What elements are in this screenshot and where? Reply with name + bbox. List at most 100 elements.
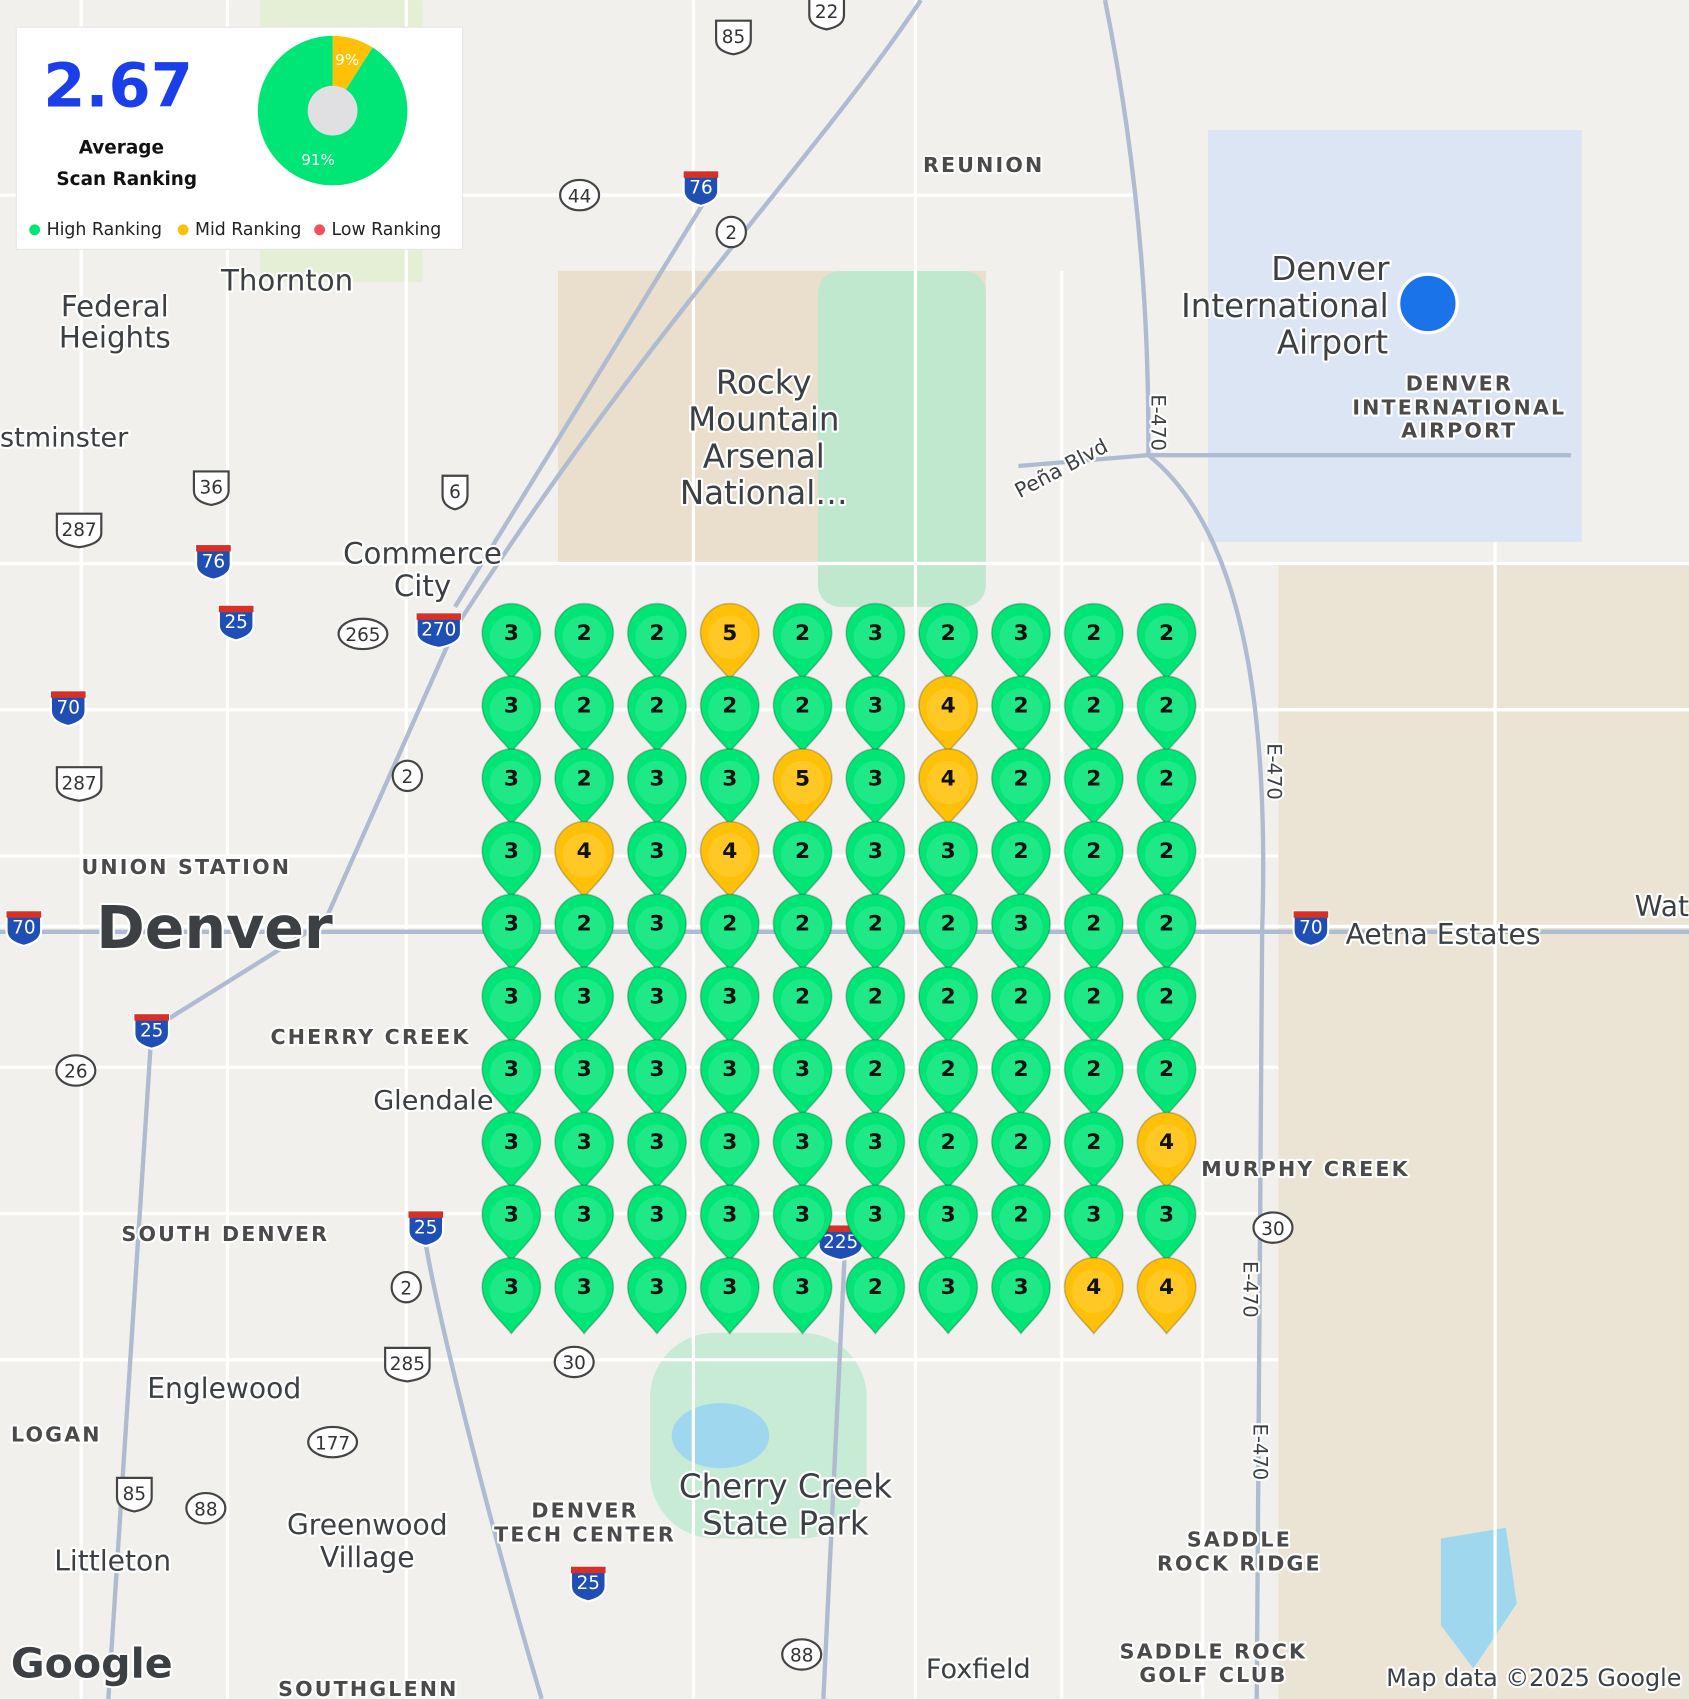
rank-pin bbox=[626, 966, 688, 1045]
place-label: Glendale bbox=[373, 1085, 493, 1116]
pin-label: 5 bbox=[722, 621, 737, 646]
pin-label: 3 bbox=[504, 1202, 519, 1227]
rank-pin bbox=[772, 1257, 833, 1336]
pin-label: 3 bbox=[504, 1057, 519, 1082]
us-shield bbox=[441, 474, 469, 511]
donut-chart: 9% 91% bbox=[257, 35, 408, 186]
pin-label: 3 bbox=[722, 1130, 737, 1155]
pin-inner bbox=[635, 833, 679, 877]
pin-label: 2 bbox=[1159, 621, 1174, 646]
rank-pin bbox=[554, 1184, 615, 1263]
us-shield bbox=[384, 1346, 431, 1383]
pin-label: 3 bbox=[868, 621, 883, 646]
rank-pin bbox=[554, 820, 615, 899]
rank-pin bbox=[1063, 1257, 1124, 1336]
pin-label: 2 bbox=[795, 912, 810, 937]
rank-pin bbox=[1136, 820, 1197, 899]
place-label: DENVER bbox=[1406, 372, 1513, 396]
pin-label: 3 bbox=[795, 1130, 810, 1155]
pin-inner bbox=[999, 978, 1043, 1023]
pin-inner bbox=[999, 1197, 1043, 1241]
pin-inner bbox=[780, 1197, 825, 1241]
shield-label: 70 bbox=[12, 918, 35, 939]
pin-label: 3 bbox=[941, 1202, 956, 1227]
rank-pin bbox=[772, 820, 833, 899]
pin-inner bbox=[708, 615, 752, 659]
pin-label: 3 bbox=[941, 839, 956, 864]
pin-label: 2 bbox=[868, 1275, 883, 1300]
rank-pin bbox=[918, 1111, 979, 1190]
rank-pin bbox=[990, 748, 1052, 827]
interstate-band bbox=[196, 545, 231, 552]
place-label: Arsenal bbox=[703, 437, 825, 475]
interstate-band bbox=[218, 605, 254, 613]
pin-inner bbox=[926, 978, 970, 1023]
place-label: Rocky bbox=[716, 364, 812, 402]
interstate-band bbox=[1293, 911, 1329, 918]
rank-pin bbox=[1136, 893, 1197, 972]
place-label: Greenwood bbox=[287, 1509, 448, 1542]
rank-pin bbox=[1063, 1111, 1124, 1190]
pin-label: 3 bbox=[795, 1202, 810, 1227]
interstate-band bbox=[50, 691, 86, 698]
shield-label: 2 bbox=[400, 1278, 412, 1299]
shield-label: 76 bbox=[202, 551, 225, 572]
rank-pin bbox=[990, 602, 1052, 681]
pin-label: 3 bbox=[504, 912, 519, 937]
rank-pin bbox=[626, 675, 688, 754]
pin-inner bbox=[853, 1124, 898, 1168]
pin-label: 2 bbox=[1013, 766, 1028, 791]
pin-label: 2 bbox=[577, 766, 592, 791]
pin-label: 3 bbox=[795, 1057, 810, 1082]
rank-pin bbox=[626, 820, 688, 899]
pin-label: 3 bbox=[1013, 912, 1028, 937]
rank-pin bbox=[481, 1184, 542, 1263]
shield-label: 85 bbox=[722, 27, 745, 48]
google-logo: Google bbox=[11, 1639, 173, 1687]
pin-label: 3 bbox=[504, 766, 519, 791]
pin-inner bbox=[780, 615, 825, 659]
rank-pin bbox=[699, 1111, 760, 1190]
pin-label: 2 bbox=[1086, 912, 1101, 937]
place-label: Heights bbox=[59, 321, 171, 355]
pin-inner bbox=[853, 615, 898, 659]
pin-inner bbox=[562, 978, 606, 1023]
rank-pin bbox=[990, 1184, 1052, 1263]
pin-label: 3 bbox=[504, 1275, 519, 1300]
pin-inner bbox=[1144, 833, 1189, 877]
rank-pin bbox=[481, 602, 542, 681]
rank-pin bbox=[990, 966, 1052, 1045]
pin-label: 3 bbox=[504, 1130, 519, 1155]
shield-label: 2 bbox=[401, 767, 413, 788]
pin-inner bbox=[999, 1269, 1043, 1314]
pin-inner bbox=[635, 688, 679, 732]
interstate-band bbox=[683, 171, 719, 178]
pin-label: 3 bbox=[649, 839, 664, 864]
rank-pin bbox=[845, 675, 906, 754]
rank-pin bbox=[481, 893, 542, 972]
pin-label: 3 bbox=[868, 1130, 883, 1155]
rank-pin bbox=[1063, 602, 1124, 681]
rank-pin bbox=[1063, 1184, 1124, 1263]
rank-pin bbox=[626, 1039, 688, 1117]
pin-inner bbox=[999, 906, 1043, 950]
shield-label: 36 bbox=[200, 478, 223, 499]
pin-inner bbox=[562, 1197, 606, 1241]
place-label: International bbox=[1181, 287, 1388, 325]
pin-label: 2 bbox=[795, 621, 810, 646]
rank-pin bbox=[1136, 1184, 1197, 1263]
interstate-shield bbox=[569, 1565, 607, 1603]
pin-inner bbox=[635, 978, 679, 1023]
pin-label: 2 bbox=[1013, 1057, 1028, 1082]
pin-label: 3 bbox=[649, 1275, 664, 1300]
interstate-shield bbox=[133, 1013, 171, 1050]
state-shield bbox=[390, 1270, 422, 1304]
place-label: stminster bbox=[0, 422, 129, 453]
pin-label: 2 bbox=[941, 984, 956, 1009]
pin-inner bbox=[562, 1269, 606, 1314]
pin-label: 2 bbox=[1086, 1130, 1101, 1155]
interstate-band bbox=[6, 911, 42, 918]
rank-pin bbox=[845, 966, 906, 1045]
rank-pin bbox=[918, 748, 979, 827]
pin-label: 2 bbox=[577, 912, 592, 937]
